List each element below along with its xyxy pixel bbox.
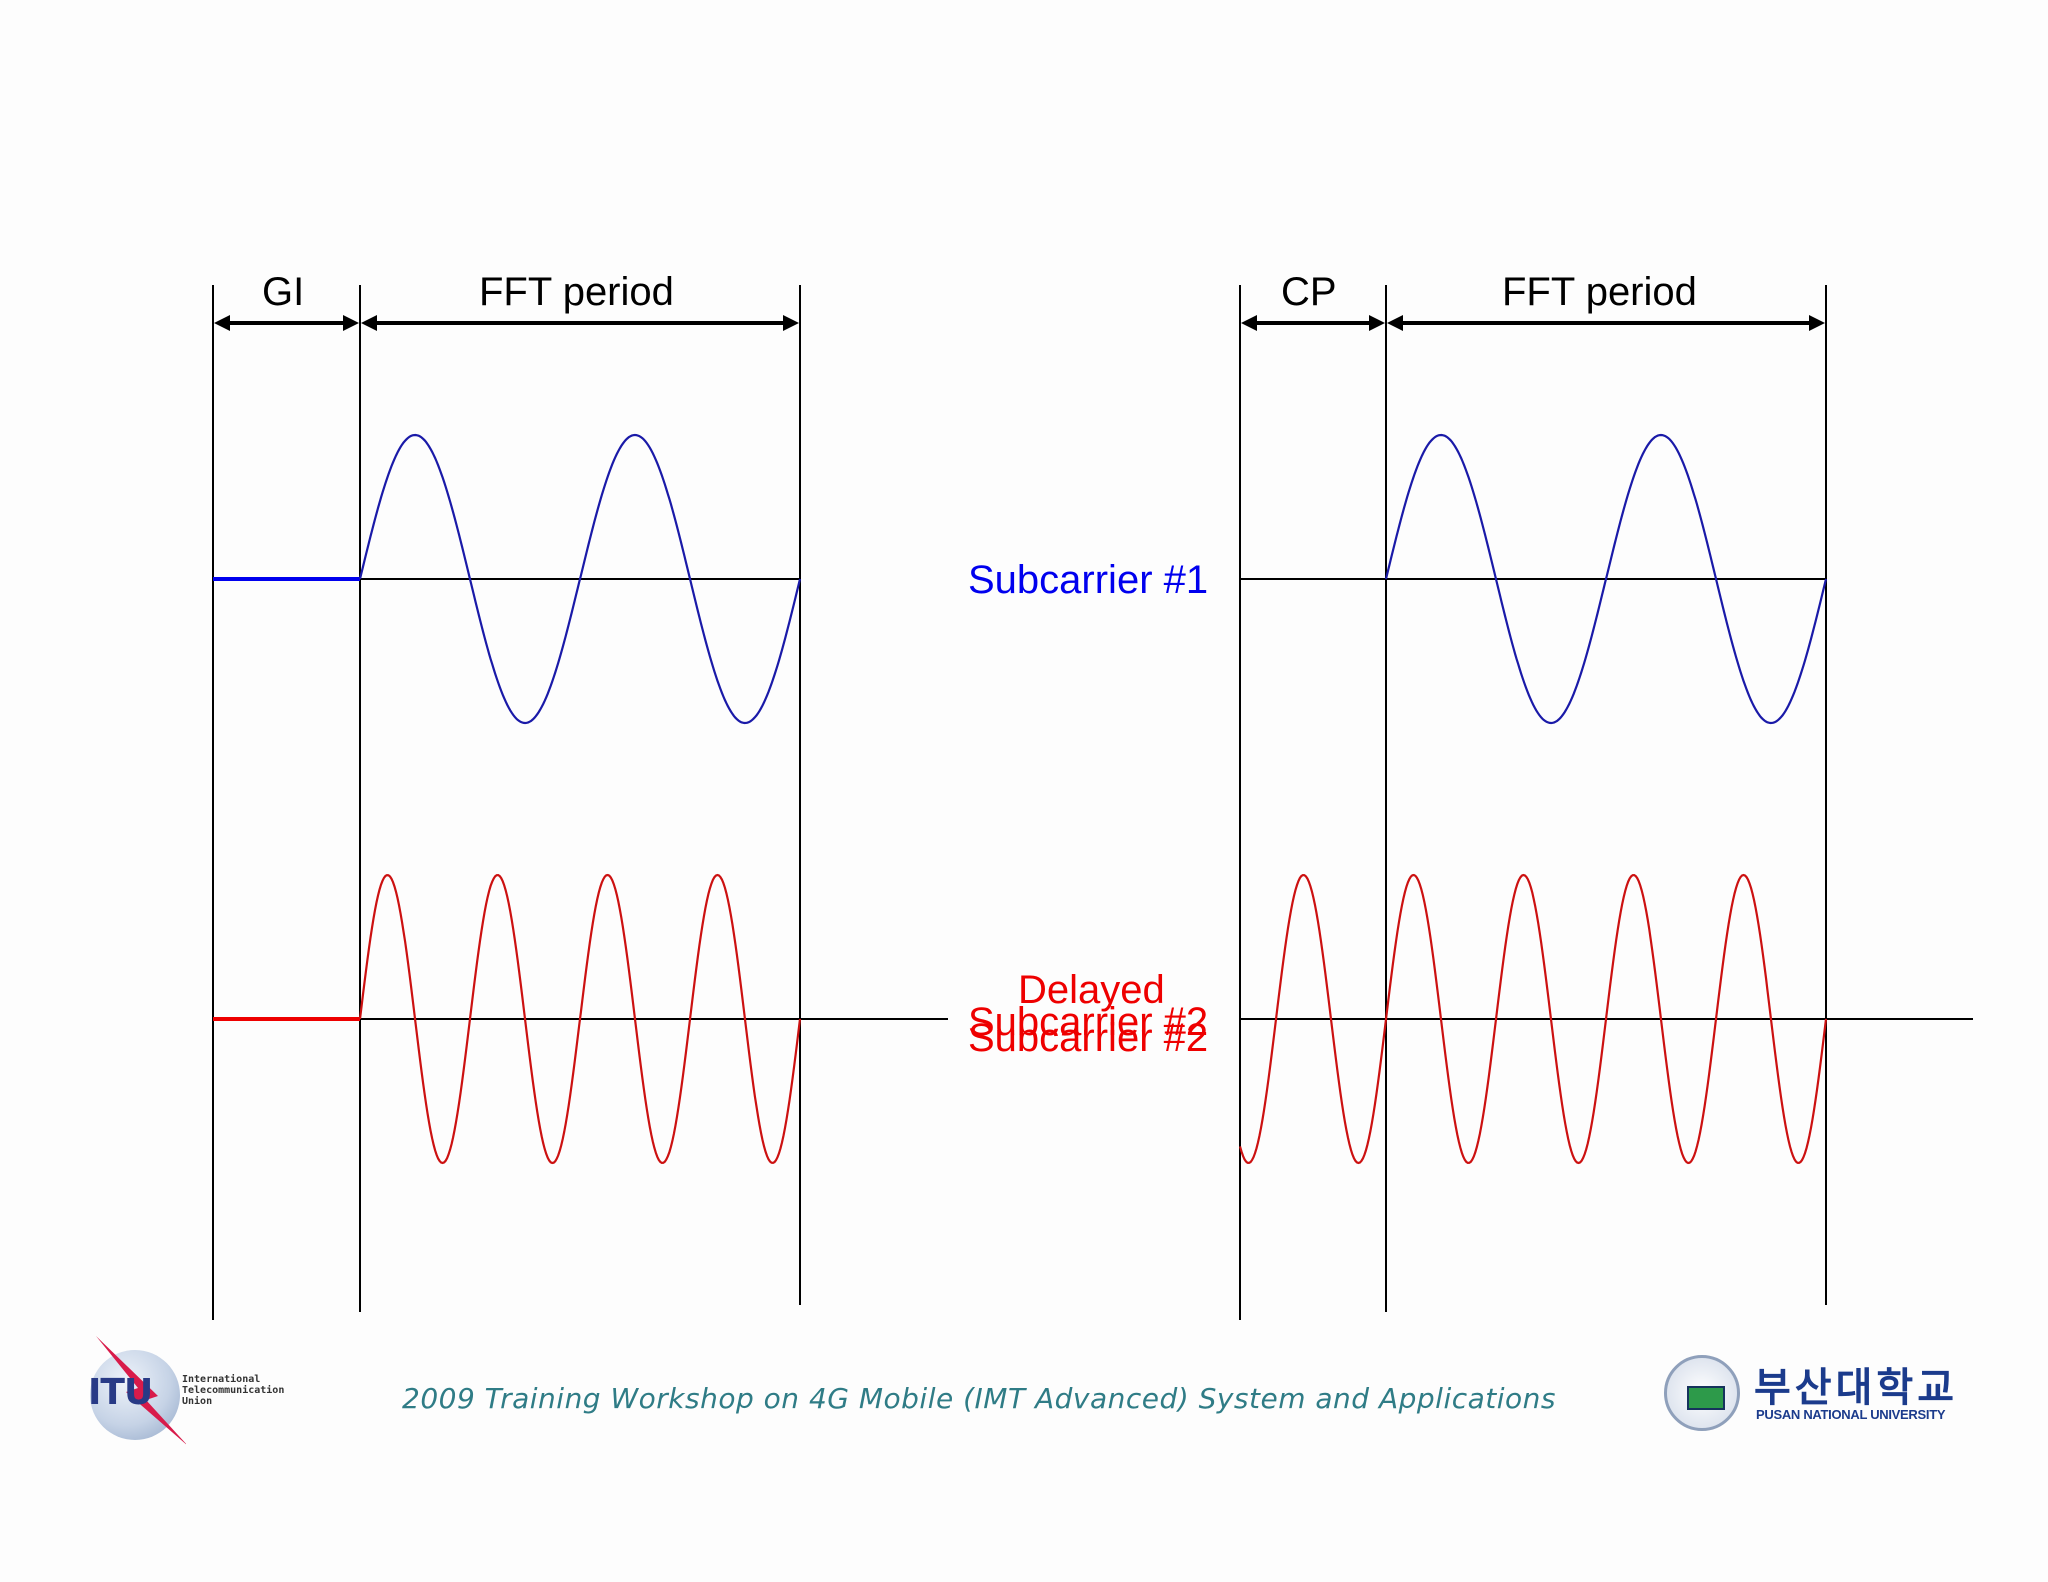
subcarrier2-label: Subcarrier #2 bbox=[968, 1016, 1209, 1060]
pnu-logo: 부산대학교 PUSAN NATIONAL UNIVERSITY bbox=[1664, 1355, 1994, 1435]
cp-label: CP bbox=[1281, 270, 1337, 314]
delayed-subcarrier2-label: Subcarrier #2 bbox=[968, 1000, 1209, 1044]
right-fft-arrow-head-left bbox=[1387, 315, 1403, 331]
right-fft-arrow-head-right bbox=[1809, 315, 1825, 331]
right-subcarrier1-waveform bbox=[1384, 433, 1828, 725]
gi-label: GI bbox=[262, 270, 305, 314]
gi-arrow-head-right bbox=[343, 315, 359, 331]
left-subcarrier2-waveform bbox=[358, 873, 802, 1165]
pnu-english-name: PUSAN NATIONAL UNIVERSITY bbox=[1756, 1407, 1946, 1422]
itu-lightning-icon bbox=[96, 1336, 186, 1445]
delayed-label: Delayed bbox=[1018, 968, 1165, 1012]
baselines bbox=[360, 578, 1973, 1020]
cp-arrow-head-left bbox=[1241, 315, 1257, 331]
right-panel-boundaries bbox=[1239, 285, 1827, 1320]
left-panel-boundaries bbox=[212, 285, 801, 1320]
left-subcarrier1-waveform bbox=[358, 433, 802, 725]
right-subcarrier2-waveform-with-cp bbox=[1238, 873, 1828, 1165]
gi-arrow-head-left bbox=[214, 315, 230, 331]
left-fft-arrow-head-right bbox=[783, 315, 799, 331]
itu-name-line1: International bbox=[182, 1374, 261, 1385]
itu-full-name: International Telecommunication Union bbox=[182, 1374, 284, 1407]
pnu-korean-name: 부산대학교 bbox=[1754, 1365, 1958, 1411]
itu-letters: ITU bbox=[88, 1372, 153, 1413]
left-fft-arrow-head-left bbox=[361, 315, 377, 331]
workshop-title: 2009 Training Workshop on 4G Mobile (IMT… bbox=[402, 1382, 1556, 1415]
right-fft-period-label: FFT period bbox=[1502, 270, 1697, 314]
itu-logo: ITU International Telecommunication Unio… bbox=[82, 1336, 342, 1445]
pnu-seal-icon bbox=[1664, 1355, 1740, 1431]
pnu-seal-book-icon bbox=[1687, 1386, 1725, 1410]
left-fft-period-label: FFT period bbox=[479, 270, 674, 314]
dimension-arrows bbox=[214, 315, 1825, 331]
itu-name-line2: Telecommunication bbox=[182, 1385, 285, 1396]
itu-name-line3: Union bbox=[182, 1396, 213, 1407]
cp-arrow-head-right bbox=[1369, 315, 1385, 331]
subcarrier1-label: Subcarrier #1 bbox=[968, 558, 1209, 602]
